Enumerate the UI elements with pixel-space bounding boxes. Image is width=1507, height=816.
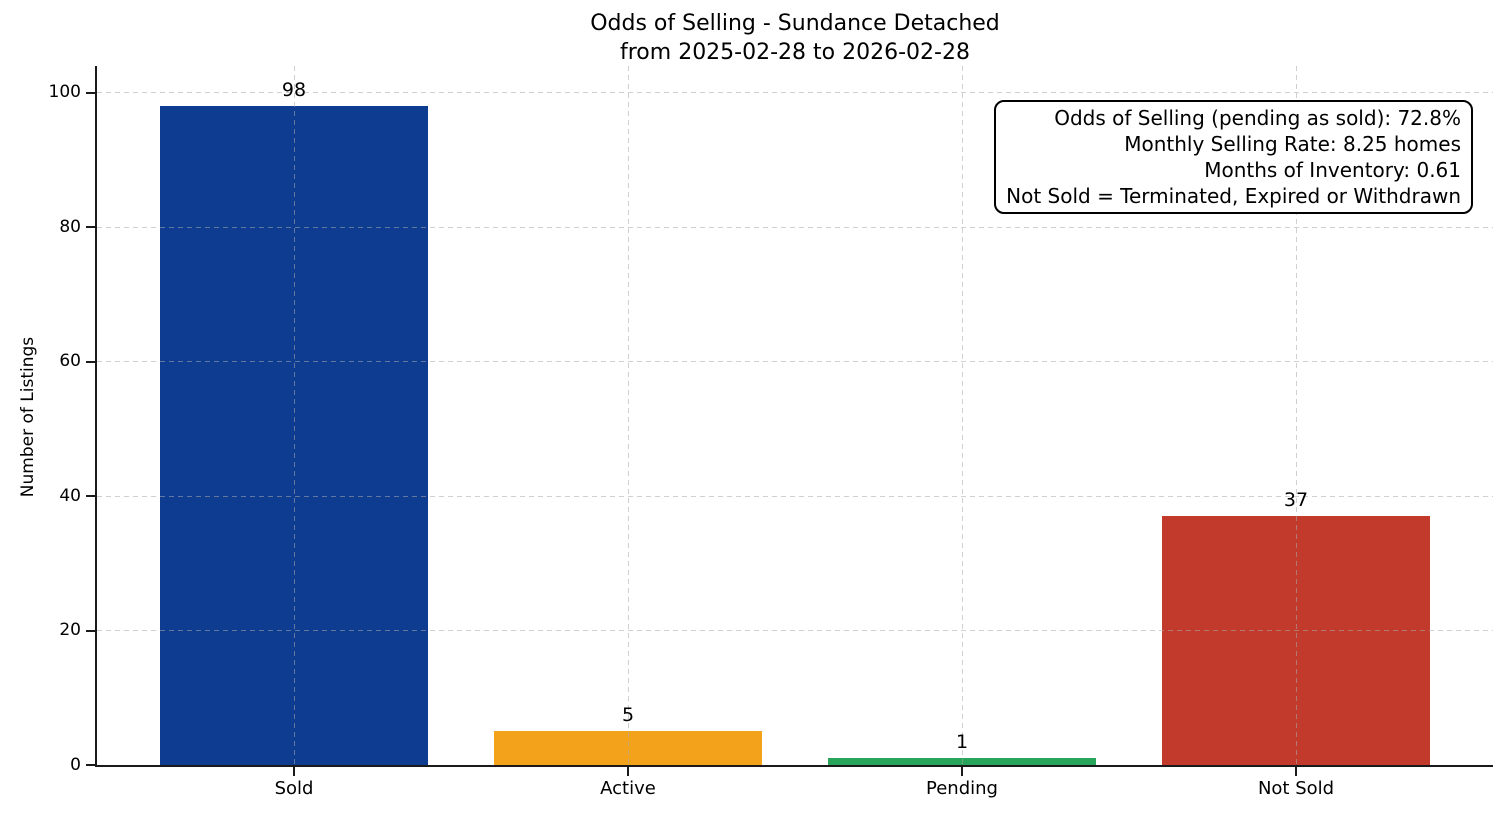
x-tick-mark-active xyxy=(627,767,629,776)
y-axis-spine xyxy=(95,66,97,767)
x-tick-mark-sold xyxy=(293,767,295,776)
bar-value-label-active: 5 xyxy=(621,704,635,727)
x-axis-spine xyxy=(95,765,1493,767)
y-tick-label-60: 60 xyxy=(59,351,81,372)
x-tick-label-active: Active xyxy=(600,778,656,799)
bar-value-label-sold: 98 xyxy=(281,79,307,102)
x-tick-label-not-sold: Not Sold xyxy=(1257,778,1335,799)
stat-monthly-selling-rate: Monthly Selling Rate: 8.25 homes xyxy=(1124,132,1461,156)
x-tick-label-sold: Sold xyxy=(274,778,314,799)
y-tick-label-100: 100 xyxy=(48,82,81,103)
x-tick-mark-pending xyxy=(961,767,963,776)
stats-annotation-box: Odds of Selling (pending as sold): 72.8%… xyxy=(994,100,1473,214)
y-tick-label-20: 20 xyxy=(59,620,81,641)
bar-value-label-not-sold: 37 xyxy=(1283,489,1309,512)
x-tick-mark-not-sold xyxy=(1295,767,1297,776)
gridline-y-60 xyxy=(97,361,1493,363)
gridline-y-40 xyxy=(97,495,1493,497)
y-tick-mark-100 xyxy=(86,91,95,94)
y-tick-label-80: 80 xyxy=(59,216,81,237)
gridline-x-pending xyxy=(961,66,963,765)
y-tick-mark-40 xyxy=(86,495,95,498)
y-tick-mark-20 xyxy=(86,629,95,632)
gridline-y-20 xyxy=(97,630,1493,632)
gridline-y-80 xyxy=(97,226,1493,228)
y-tick-mark-0 xyxy=(86,764,95,766)
stat-odds-of-selling: Odds of Selling (pending as sold): 72.8% xyxy=(1054,106,1461,130)
y-tick-mark-80 xyxy=(86,226,95,229)
y-tick-label-40: 40 xyxy=(59,485,81,506)
x-tick-label-pending: Pending xyxy=(926,778,998,799)
chart-title-block: Odds of Selling - Sundance Detached from… xyxy=(97,9,1493,67)
y-tick-mark-60 xyxy=(86,360,95,363)
gridline-x-sold xyxy=(293,66,295,765)
chart-subtitle: from 2025-02-28 to 2026-02-28 xyxy=(620,40,970,65)
gridline-y-100 xyxy=(97,92,1493,94)
plot-area: 0 20 40 60 80 100 Sold 98 Active 5 Pending 1 Not Sol… xyxy=(49,66,1493,799)
y-tick-label-0: 0 xyxy=(70,754,81,775)
chart-title: Odds of Selling - Sundance Detached xyxy=(590,11,1000,36)
gridline-x-not-sold xyxy=(1295,66,1297,765)
stat-months-of-inventory: Months of Inventory: 0.61 xyxy=(1204,158,1461,182)
stat-not-sold-definition: Not Sold = Terminated, Expired or Withdr… xyxy=(1006,184,1461,208)
gridline-x-active xyxy=(627,66,629,765)
bar-value-label-pending: 1 xyxy=(955,731,969,754)
